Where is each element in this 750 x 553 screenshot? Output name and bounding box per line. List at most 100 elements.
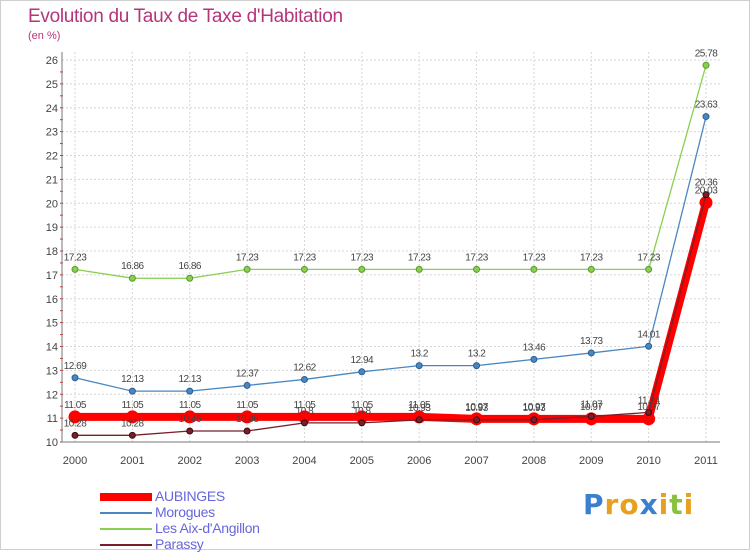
y-tick-label: 11 <box>47 413 58 425</box>
data-label: 11.05 <box>64 400 87 411</box>
data-label: 10.28 <box>64 418 87 429</box>
data-point <box>358 368 366 376</box>
data-point <box>587 265 595 273</box>
y-tick-label: 15 <box>46 318 58 330</box>
data-label: 17.23 <box>465 252 488 263</box>
data-label: 17.23 <box>580 252 603 263</box>
data-point <box>68 410 82 424</box>
data-label: 11.07 <box>580 399 603 410</box>
data-label: 10.8 <box>296 406 314 417</box>
data-point <box>183 410 197 424</box>
y-tick-label: 22 <box>46 151 58 163</box>
data-point <box>415 362 423 370</box>
logo-letter: x <box>639 488 659 521</box>
data-point <box>530 265 538 273</box>
data-point <box>473 362 481 370</box>
logo-letter: P <box>583 488 605 521</box>
x-tick-label: 2007 <box>464 455 488 467</box>
axes: 10 11 12 13 14 15 16 17 18 19 20 21 22 23 24 25 26 2000 20… <box>46 52 720 467</box>
data-label: 10.28 <box>121 418 144 429</box>
data-point <box>300 265 308 273</box>
data-label: 11.05 <box>294 400 317 411</box>
data-label: 20.36 <box>695 178 718 189</box>
data-point <box>587 412 595 420</box>
data-label: 23.63 <box>695 100 718 111</box>
legend-swatch <box>100 544 152 546</box>
x-tick-label: 2000 <box>63 455 87 467</box>
data-point <box>587 349 595 357</box>
data-label: 12.13 <box>121 374 144 385</box>
data-label: 11.05 <box>179 400 202 411</box>
logo-letter: t <box>669 488 684 521</box>
data-point <box>71 431 79 439</box>
data-label: 10.97 <box>637 402 660 413</box>
x-tick-label: 2008 <box>522 455 546 467</box>
data-label: 12.37 <box>236 368 259 379</box>
data-point <box>186 427 194 435</box>
legend-label: Les Aix-d'Angillon <box>155 520 260 536</box>
data-point <box>186 387 194 395</box>
data-point <box>128 274 136 282</box>
data-point <box>702 113 710 121</box>
y-tick-label: 10 <box>46 437 58 449</box>
data-point <box>358 419 366 427</box>
y-tick-label: 14 <box>46 342 58 354</box>
legend-label: AUBINGES <box>155 488 225 504</box>
data-point <box>128 387 136 395</box>
data-point <box>530 416 538 424</box>
data-label: 10.46 <box>236 414 259 425</box>
data-point <box>415 265 423 273</box>
data-label: 10.93 <box>523 403 546 414</box>
x-tick-label: 2005 <box>350 455 374 467</box>
x-tick-label: 2004 <box>292 455 316 467</box>
data-point <box>71 374 79 382</box>
data-labels: 11.05 11.05 11.05 11.05 11.05 11.05 11.05 10.97… <box>64 48 719 429</box>
series-line-1 <box>74 115 707 392</box>
legend-swatch <box>100 528 152 530</box>
x-tick-label: 2006 <box>407 455 431 467</box>
legend-swatch <box>100 512 152 514</box>
x-tick-label: 2002 <box>177 455 201 467</box>
x-tick-label: 2009 <box>579 455 603 467</box>
data-label: 13.73 <box>580 336 603 347</box>
series-line-3 <box>74 194 707 436</box>
data-label: 10.8 <box>353 406 371 417</box>
data-label: 17.23 <box>523 252 546 263</box>
legend-swatch <box>100 493 152 501</box>
x-tick-label: 2010 <box>636 455 660 467</box>
legend-label: Morogues <box>155 504 215 520</box>
data-label: 12.69 <box>64 361 87 372</box>
data-label: 11.05 <box>351 400 374 411</box>
x-tick-label: 2001 <box>120 455 144 467</box>
y-tick-label: 19 <box>46 222 58 234</box>
data-point <box>415 416 423 424</box>
logo-letter: i <box>683 488 695 521</box>
y-tick-label: 26 <box>46 55 58 67</box>
data-label: 14.01 <box>637 329 660 340</box>
y-tick-label: 20 <box>46 198 58 210</box>
data-point <box>358 265 366 273</box>
data-label: 13.46 <box>523 342 546 353</box>
data-label: 12.13 <box>178 374 201 385</box>
data-label: 16.86 <box>121 261 144 272</box>
data-point <box>300 375 308 383</box>
data-point <box>645 265 653 273</box>
y-tick-label: 17 <box>46 270 58 282</box>
data-label: 16.86 <box>178 261 201 272</box>
proxiti-logo: Proxiti <box>583 488 694 521</box>
data-point <box>473 416 481 424</box>
chart-title: Evolution du Taux de Taxe d'Habitation <box>28 6 343 27</box>
data-label: 11.05 <box>408 400 431 411</box>
data-point <box>645 342 653 350</box>
data-point <box>71 265 79 273</box>
y-tick-label: 13 <box>46 365 58 377</box>
data-label: 10.97 <box>465 402 488 413</box>
logo-letter: o <box>619 488 640 521</box>
data-label: 11.05 <box>121 400 144 411</box>
y-tick-label: 25 <box>46 79 58 91</box>
data-label: 13.2 <box>468 349 486 360</box>
y-tick-label: 23 <box>46 127 58 139</box>
data-label: 13.2 <box>410 349 428 360</box>
legend-label: Parassy <box>155 536 204 552</box>
